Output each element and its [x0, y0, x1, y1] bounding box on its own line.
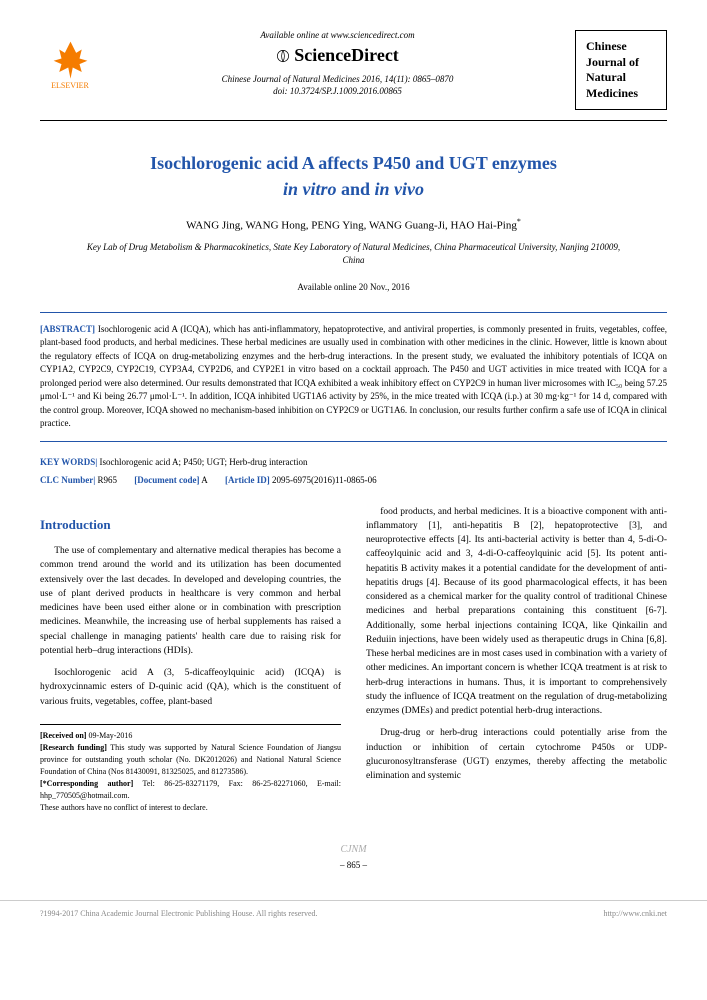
- available-date: Available online 20 Nov., 2016: [40, 282, 667, 292]
- corr-label: [*Corresponding author]: [40, 779, 133, 788]
- elsevier-text: ELSEVIER: [51, 81, 89, 90]
- left-column: Introduction The use of complementary an…: [40, 505, 341, 814]
- citation-line: Chinese Journal of Natural Medicines 201…: [120, 74, 555, 84]
- article-id-label: [Article ID]: [225, 475, 270, 485]
- doi-line: doi: 10.3724/SP.J.1009.2016.00865: [120, 86, 555, 96]
- col2-para1: food products, and herbal medicines. It …: [366, 505, 667, 719]
- intro-para1: The use of complementary and alternative…: [40, 544, 341, 658]
- intro-para2: Isochlorogenic acid A (3, 5-dicaffeoylqu…: [40, 666, 341, 709]
- footer-copyright: ?1994-2017 China Academic Journal Electr…: [40, 909, 318, 918]
- sciencedirect-icon: [276, 49, 290, 63]
- abstract-label: [ABSTRACT]: [40, 324, 95, 334]
- page-header: ELSEVIER Available online at www.science…: [40, 30, 667, 121]
- conflict-line: These authors have no conflict of intere…: [40, 802, 341, 814]
- title-and: and: [336, 179, 374, 199]
- tree-icon: [48, 36, 93, 81]
- title-italic1: in vitro: [283, 179, 337, 199]
- received-value: 09-May-2016: [86, 731, 132, 740]
- footer-url: http://www.cnki.net: [604, 909, 667, 918]
- header-center: Available online at www.sciencedirect.co…: [100, 30, 575, 98]
- corresponding-mark: *: [517, 217, 521, 226]
- article-title: Isochlorogenic acid A affects P450 and U…: [40, 151, 667, 201]
- elsevier-logo: ELSEVIER: [40, 30, 100, 90]
- keywords-label: KEY WORDS|: [40, 457, 97, 467]
- doc-code-label: [Document code]: [134, 475, 199, 485]
- doc-code-value: A: [199, 475, 207, 485]
- abstract-box: [ABSTRACT] Isochlorogenic acid A (ICQA),…: [40, 312, 667, 442]
- authors-line: WANG Jing, WANG Hong, PENG Ying, WANG Gu…: [40, 217, 667, 232]
- sciencedirect-brand: ScienceDirect: [120, 45, 555, 66]
- article-id-value: 2095-6975(2016)11-0865-06: [270, 475, 377, 485]
- keywords-body: Isochlorogenic acid A; P450; UGT; Herb-d…: [97, 457, 307, 467]
- right-column: food products, and herbal medicines. It …: [366, 505, 667, 814]
- title-italic2: in vivo: [375, 179, 425, 199]
- corresponding-line: [*Corresponding author] Tel: 86-25-83271…: [40, 778, 341, 802]
- title-line2: in vitro and in vivo: [40, 177, 667, 202]
- sciencedirect-text: ScienceDirect: [294, 45, 399, 66]
- funding-line: [Research funding] This study was suppor…: [40, 742, 341, 778]
- authors-names: WANG Jing, WANG Hong, PENG Ying, WANG Gu…: [186, 219, 517, 231]
- received-line: [Received on] 09-May-2016: [40, 730, 341, 742]
- col2-para2: Drug-drug or herb-drug interactions coul…: [366, 726, 667, 783]
- watermark: CJNM: [40, 844, 667, 855]
- clc-label: CLC Number|: [40, 475, 95, 485]
- available-online-text: Available online at www.sciencedirect.co…: [120, 30, 555, 40]
- footnotes-block: [Received on] 09-May-2016 [Research fund…: [40, 724, 341, 814]
- abstract-body: Isochlorogenic acid A (ICQA), which has …: [40, 324, 667, 429]
- introduction-heading: Introduction: [40, 515, 341, 535]
- clc-value: R965: [95, 475, 117, 485]
- body-columns: Introduction The use of complementary an…: [40, 505, 667, 814]
- keywords-line: KEY WORDS| Isochlorogenic acid A; P450; …: [40, 457, 667, 467]
- footer-bar: ?1994-2017 China Academic Journal Electr…: [0, 900, 707, 926]
- funding-label: [Research funding]: [40, 743, 107, 752]
- journal-name-box: Chinese Journal of Natural Medicines: [575, 30, 667, 110]
- title-line1: Isochlorogenic acid A affects P450 and U…: [40, 151, 667, 176]
- page-number: – 865 –: [40, 860, 667, 870]
- affiliation: Key Lab of Drug Metabolism & Pharmacokin…: [80, 241, 627, 266]
- received-label: [Received on]: [40, 731, 86, 740]
- meta-line: CLC Number| R965 [Document code] A [Arti…: [40, 475, 667, 485]
